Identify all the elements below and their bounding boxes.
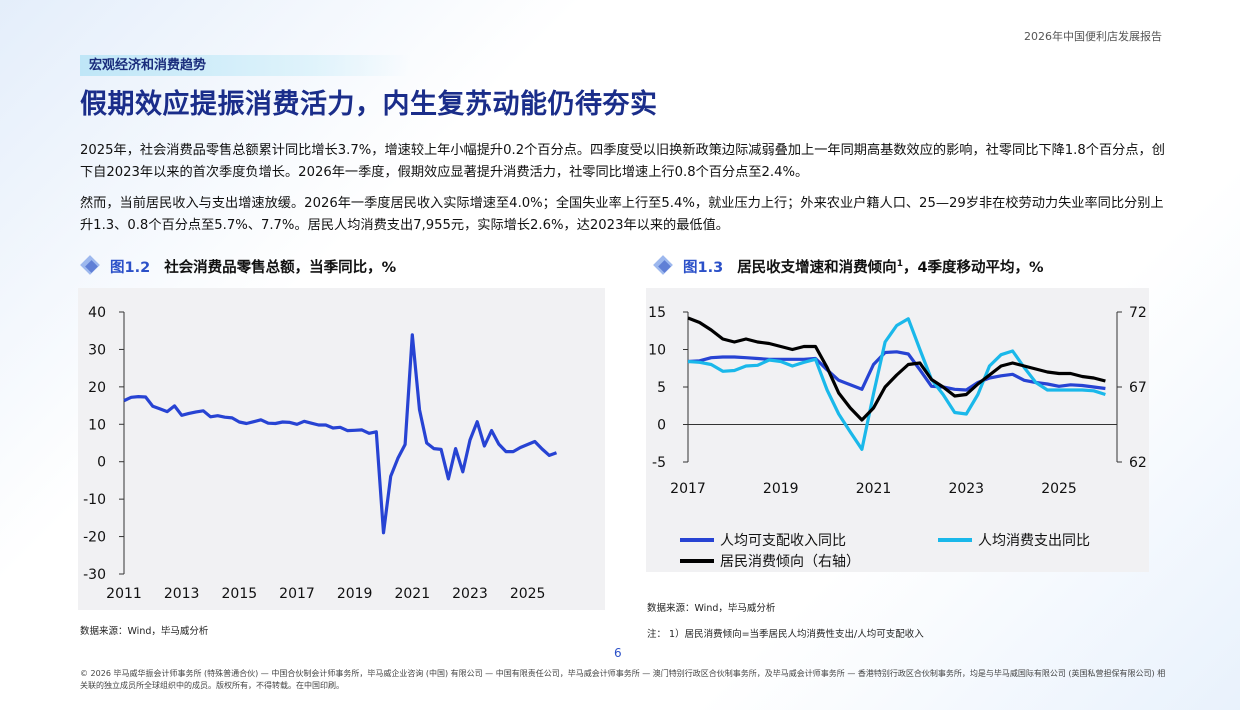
x-tick-label: 2023: [948, 481, 984, 497]
x-tick-label: 2015: [222, 586, 258, 602]
series-line-spending: [687, 317, 1106, 451]
legend-label: 人均可支配收入同比: [720, 533, 846, 549]
paragraph-1: 2025年，社会消费品零售总额累计同比增长3.7%，增速较上年小幅提升0.2个百…: [80, 143, 1165, 180]
y-tick-label: 0: [97, 455, 106, 471]
x-tick-label: 2017: [279, 586, 315, 602]
page-number: 6: [614, 646, 622, 660]
legend-label: 人均消费支出同比: [978, 533, 1090, 549]
figure-title: 居民收支增速和消费倾向1，4季度移动平均，%: [737, 258, 1044, 276]
figure-1-3-note: 注： 1）居民消费倾向=当季居民人均消费性支出/人均可支配收入: [647, 629, 924, 640]
y-tick-label: 10: [88, 417, 106, 433]
legend-item-spending: 人均消费支出同比: [938, 530, 1090, 550]
legend-label: 居民消费倾向（右轴）: [720, 554, 860, 570]
figure-1-2-header: 图1.2 社会消费品零售总额，当季同比，%: [80, 254, 396, 278]
y-tick-label: -20: [83, 530, 106, 546]
y-tick-label: 20: [88, 380, 106, 396]
figure-1-3-header: 图1.3 居民收支增速和消费倾向1，4季度移动平均，%: [653, 254, 1044, 278]
legend-swatch: [680, 538, 714, 542]
y2-tick-label: 67: [1129, 380, 1147, 396]
y-tick-label: 15: [648, 305, 666, 321]
y-tick-label: 0: [657, 418, 666, 434]
x-tick-label: 2019: [763, 481, 799, 497]
figure-number: 图1.2: [110, 259, 151, 276]
x-tick-label: 2025: [510, 586, 546, 602]
chart-panel-retail-sales: 40 30 20 10 0 -10 -20 -30 2011 2013 2015 2017 2019 20…: [78, 288, 605, 610]
series-line-propensity: [687, 316, 1106, 422]
x-tick-label: 2013: [164, 586, 200, 602]
y2-tick-label: 72: [1129, 305, 1147, 321]
y-tick-label: 10: [648, 343, 666, 359]
page-headline: 假期效应提振消费活力，内生复苏动能仍待夯实: [80, 89, 658, 120]
income-spending-chart: 15 10 5 0 -5 72 67 62 2017 2019 2021 2023 2025: [648, 305, 1147, 497]
figure-title: 社会消费品零售总额，当季同比，%: [164, 259, 397, 276]
x-tick-label: 2023: [452, 586, 488, 602]
x-tick-label: 2025: [1041, 481, 1077, 497]
x-tick-label: 2019: [337, 586, 373, 602]
x-tick-label: 2021: [394, 586, 430, 602]
x-tick-label: 2017: [670, 481, 706, 497]
x-tick-label: 2011: [106, 586, 142, 602]
y-tick-label: -5: [652, 455, 666, 471]
y-tick-label: 30: [88, 342, 106, 358]
chart-panel-income-spending: 15 10 5 0 -5 72 67 62 2017 2019 2021 2023 2025: [646, 288, 1149, 572]
legend-item-income: 人均可支配收入同比: [680, 530, 846, 550]
x-tick-label: 2021: [856, 481, 892, 497]
y2-tick-label: 62: [1129, 455, 1147, 471]
report-title: 2026年中国便利店发展报告: [1024, 30, 1162, 43]
series-line-retail-sales: [123, 333, 558, 535]
legend-swatch: [938, 538, 972, 542]
diamond-icon: [80, 255, 102, 277]
y-tick-label: -10: [83, 492, 106, 508]
y-tick-label: -30: [83, 567, 106, 583]
legend-swatch: [680, 559, 714, 563]
legend-item-propensity: 居民消费倾向（右轴）: [680, 551, 860, 571]
figure-number: 图1.3: [683, 259, 724, 276]
diamond-icon: [653, 255, 675, 277]
y-tick-label: 5: [657, 380, 666, 396]
footer-disclaimer: © 2026 毕马威华振会计师事务所 (特殊普通合伙) — 中国合伙制会计师事务…: [80, 669, 1166, 690]
figure-1-2-source: 数据来源：Wind，毕马威分析: [80, 626, 209, 637]
y-tick-label: 40: [88, 305, 106, 321]
figure-1-3-source: 数据来源：Wind，毕马威分析: [647, 603, 776, 614]
paragraph-2: 然而，当前居民收入与支出增速放缓。2026年一季度居民收入实际增速至4.0%；全…: [80, 196, 1164, 233]
section-tag: 宏观经济和消费趋势: [80, 55, 410, 76]
